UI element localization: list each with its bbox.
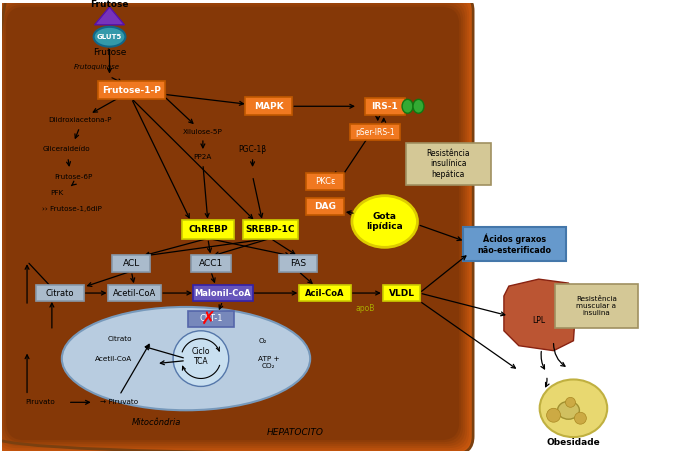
FancyBboxPatch shape — [36, 285, 84, 301]
Text: Malonil-CoA: Malonil-CoA — [194, 289, 251, 298]
Text: Gota
lipídica: Gota lipídica — [367, 212, 403, 231]
FancyBboxPatch shape — [182, 220, 234, 239]
FancyBboxPatch shape — [191, 255, 231, 272]
FancyBboxPatch shape — [0, 0, 471, 451]
Text: ChREBP: ChREBP — [188, 225, 227, 234]
Text: CPT-1: CPT-1 — [199, 314, 223, 323]
Text: ATP +
CO₂: ATP + CO₂ — [258, 356, 279, 369]
Polygon shape — [95, 7, 124, 25]
Text: → Piruvato: → Piruvato — [101, 399, 138, 405]
Text: PFK: PFK — [50, 190, 63, 196]
FancyBboxPatch shape — [306, 173, 344, 190]
Text: Frutoquinase: Frutoquinase — [74, 64, 119, 69]
Text: Gliceraldeído: Gliceraldeído — [43, 146, 90, 152]
FancyBboxPatch shape — [0, 1, 465, 446]
Text: Frutose: Frutose — [93, 48, 126, 57]
FancyBboxPatch shape — [113, 255, 151, 272]
Text: PP2A: PP2A — [194, 154, 212, 160]
Ellipse shape — [352, 196, 417, 247]
FancyBboxPatch shape — [6, 7, 459, 440]
FancyBboxPatch shape — [463, 227, 566, 261]
FancyBboxPatch shape — [98, 82, 165, 99]
Text: ACC1: ACC1 — [198, 259, 223, 268]
Circle shape — [173, 331, 229, 387]
Text: Citrato: Citrato — [107, 336, 132, 342]
Text: IRS-1: IRS-1 — [371, 102, 398, 111]
Text: DAG: DAG — [314, 202, 336, 211]
FancyBboxPatch shape — [406, 143, 491, 185]
Text: PGC-1β: PGC-1β — [238, 146, 267, 155]
Text: Piruvato: Piruvato — [25, 399, 55, 405]
Text: pSer-IRS-1: pSer-IRS-1 — [355, 128, 395, 137]
Text: Ácidos graxos
não-esterificado: Ácidos graxos não-esterificado — [478, 234, 552, 255]
Text: Acil-CoA: Acil-CoA — [305, 289, 345, 298]
FancyBboxPatch shape — [350, 124, 400, 140]
Ellipse shape — [540, 379, 608, 437]
Text: Mitocôndria: Mitocôndria — [132, 418, 181, 427]
FancyBboxPatch shape — [2, 3, 463, 444]
Text: MAPK: MAPK — [254, 102, 284, 111]
FancyBboxPatch shape — [188, 311, 234, 327]
Text: Obesidade: Obesidade — [547, 437, 600, 446]
Text: Resistência
muscular a
insulina: Resistência muscular a insulina — [576, 296, 617, 316]
Polygon shape — [504, 279, 576, 351]
FancyBboxPatch shape — [0, 0, 467, 448]
Text: O₂: O₂ — [259, 338, 267, 344]
FancyBboxPatch shape — [383, 285, 421, 301]
FancyBboxPatch shape — [0, 0, 473, 451]
Text: ACL: ACL — [123, 259, 140, 268]
FancyBboxPatch shape — [4, 5, 461, 442]
FancyBboxPatch shape — [107, 285, 161, 301]
Text: ✗: ✗ — [201, 310, 217, 328]
FancyBboxPatch shape — [244, 97, 292, 115]
Text: HEPATOCITO: HEPATOCITO — [267, 428, 324, 437]
Text: SREBP-1C: SREBP-1C — [246, 225, 295, 234]
Ellipse shape — [402, 99, 413, 113]
Text: ›› Frutose-1,6diP: ›› Frutose-1,6diP — [42, 206, 102, 212]
Text: Citrato: Citrato — [46, 289, 74, 298]
FancyBboxPatch shape — [279, 255, 317, 272]
FancyBboxPatch shape — [364, 98, 404, 115]
Circle shape — [574, 412, 587, 424]
Text: Ciclo
TCA: Ciclo TCA — [192, 347, 210, 366]
Ellipse shape — [558, 401, 579, 419]
Circle shape — [566, 397, 575, 407]
Text: Frutose-1-P: Frutose-1-P — [102, 86, 161, 95]
Text: LPL: LPL — [532, 316, 545, 325]
Text: FAS: FAS — [290, 259, 306, 268]
Text: Acetil-CoA: Acetil-CoA — [113, 289, 156, 298]
Text: Frutose: Frutose — [90, 0, 129, 9]
Ellipse shape — [413, 99, 424, 113]
Text: Acetil-CoA: Acetil-CoA — [95, 355, 132, 362]
FancyBboxPatch shape — [306, 198, 344, 215]
Circle shape — [547, 408, 560, 422]
Text: PKCε: PKCε — [315, 177, 335, 186]
FancyBboxPatch shape — [555, 284, 638, 328]
Text: Frutose-6P: Frutose-6P — [55, 174, 93, 180]
Text: apoB: apoB — [355, 304, 375, 313]
FancyBboxPatch shape — [0, 0, 469, 450]
Text: Resistência
insulínica
hepática: Resistência insulínica hepática — [427, 149, 470, 179]
Text: VLDL: VLDL — [389, 289, 414, 298]
FancyBboxPatch shape — [299, 285, 351, 301]
FancyBboxPatch shape — [242, 220, 298, 239]
Text: Xilulose-5P: Xilulose-5P — [183, 129, 223, 135]
Text: Diidroxiacetona-P: Diidroxiacetona-P — [48, 117, 111, 123]
FancyBboxPatch shape — [193, 285, 252, 301]
Text: GLUT5: GLUT5 — [97, 34, 122, 40]
Ellipse shape — [94, 27, 126, 46]
Ellipse shape — [62, 307, 310, 410]
